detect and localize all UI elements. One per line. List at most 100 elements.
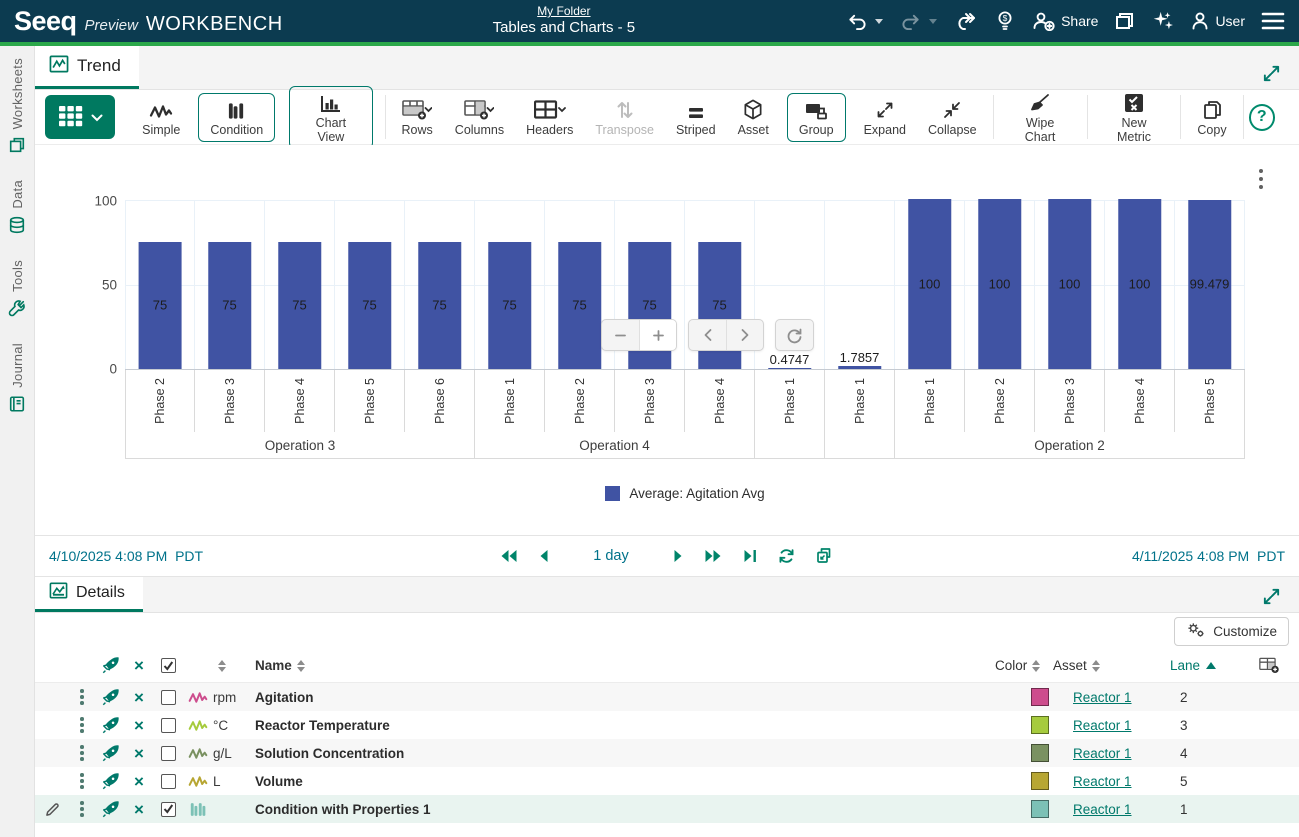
hamburger-menu-button[interactable] (1261, 12, 1285, 30)
send-to-trend-button[interactable] (95, 772, 125, 790)
step-back-half-icon[interactable] (536, 546, 552, 566)
item-name[interactable]: Condition with Properties 1 (255, 801, 431, 817)
bar[interactable]: 100 (977, 199, 1022, 369)
item-name[interactable]: Solution Concentration (255, 745, 405, 761)
undo-button[interactable] (845, 12, 884, 31)
bar[interactable]: 75 (487, 241, 532, 369)
row-checkbox[interactable] (153, 689, 183, 705)
share-button[interactable]: Share (1031, 11, 1098, 31)
add-column-button[interactable] (1233, 657, 1299, 675)
detail-row[interactable]: × L Volume Reactor 1 5 (35, 767, 1299, 795)
sort-unit-header[interactable] (213, 659, 255, 672)
bar[interactable]: 100 (907, 199, 952, 369)
refresh-icon[interactable] (775, 545, 798, 567)
row-checkbox[interactable] (153, 773, 183, 789)
toolbar-simple-button[interactable]: Simple (140, 94, 182, 141)
bar[interactable]: 75 (557, 241, 602, 369)
asset-link[interactable]: Reactor 1 (1073, 689, 1132, 705)
breadcrumb[interactable]: My Folder (537, 4, 591, 19)
row-menu-button[interactable] (69, 798, 95, 820)
toolbar-condition-button[interactable]: Condition (198, 92, 276, 142)
toolbar-columns-button[interactable]: Columns (453, 94, 506, 141)
row-checkbox[interactable] (153, 745, 183, 761)
bar[interactable]: 99.479 (1187, 199, 1232, 369)
pan-right-button[interactable] (726, 320, 763, 350)
toolbar-wipe-chart-button[interactable]: Wipe Chart (1008, 87, 1073, 148)
toolbar-collapse-button[interactable]: Collapse (926, 94, 979, 141)
bar[interactable] (767, 368, 812, 369)
row-menu-button[interactable] (69, 686, 95, 708)
remove-item-button[interactable]: × (134, 771, 144, 791)
toolbar-rows-button[interactable]: Rows (400, 94, 435, 141)
expand-details-panel-icon[interactable] (1256, 581, 1287, 612)
tab-details[interactable]: Details (35, 577, 143, 612)
step-forward-half-icon[interactable] (670, 546, 686, 566)
forward-button[interactable] (953, 11, 979, 31)
send-to-trend-button[interactable] (95, 800, 125, 818)
item-name[interactable]: Volume (255, 773, 303, 789)
bar[interactable] (837, 365, 882, 369)
remove-item-button[interactable]: × (134, 799, 144, 819)
send-to-trend-button[interactable] (95, 688, 125, 706)
duration-label[interactable]: 1 day (593, 548, 629, 564)
sidebar-item-data[interactable]: Data (8, 180, 26, 234)
color-picker[interactable] (995, 744, 1053, 762)
step-forward-full-icon[interactable] (701, 546, 725, 566)
ai-assistant-button[interactable] (1151, 10, 1174, 32)
chart-legend[interactable]: Average: Agitation Avg (125, 486, 1245, 501)
bar[interactable]: 75 (138, 241, 182, 369)
remove-item-button[interactable]: × (134, 715, 144, 735)
bar[interactable]: 75 (277, 241, 322, 369)
bar[interactable]: 75 (347, 241, 392, 369)
sort-lane-header[interactable]: Lane (1148, 658, 1233, 673)
sidebar-item-worksheets[interactable]: Worksheets (8, 58, 26, 154)
asset-link[interactable]: Reactor 1 (1073, 773, 1132, 789)
sidebar-item-journal[interactable]: Journal (8, 343, 26, 413)
color-picker[interactable] (995, 800, 1053, 818)
detail-row[interactable]: × °C Reactor Temperature Reactor 1 3 (35, 711, 1299, 739)
tab-trend[interactable]: Trend (35, 46, 139, 89)
color-picker[interactable] (995, 716, 1053, 734)
remove-all-column-header[interactable]: × (134, 656, 144, 675)
edit-cell[interactable] (35, 802, 69, 817)
color-picker[interactable] (995, 772, 1053, 790)
row-checkbox[interactable] (153, 801, 183, 817)
select-all-checkbox[interactable] (153, 658, 183, 673)
detail-row[interactable]: × rpm Agitation Reactor 1 2 (35, 683, 1299, 711)
send-to-trend-column-header[interactable] (95, 657, 125, 674)
customize-button[interactable]: Customize (1174, 616, 1289, 646)
detail-row[interactable]: × g/L Solution Concentration Reactor 1 4 (35, 739, 1299, 767)
asset-link[interactable]: Reactor 1 (1073, 717, 1132, 733)
asset-link[interactable]: Reactor 1 (1073, 745, 1132, 761)
toolbar-group-button[interactable]: Group (786, 92, 846, 142)
remove-item-button[interactable]: × (134, 743, 144, 763)
color-picker[interactable] (995, 688, 1053, 706)
zoom-in-button[interactable] (639, 320, 676, 350)
bar[interactable]: 75 (417, 241, 462, 369)
toolbar-expand-button[interactable]: Expand (862, 94, 908, 141)
zoom-out-button[interactable] (602, 320, 639, 350)
bar[interactable]: 75 (207, 241, 252, 369)
asset-link[interactable]: Reactor 1 (1073, 801, 1132, 817)
sort-asset-header[interactable]: Asset (1053, 658, 1148, 673)
row-checkbox[interactable] (153, 717, 183, 733)
user-menu-button[interactable]: User (1190, 11, 1245, 31)
table-type-dropdown[interactable] (45, 95, 116, 139)
redo-button[interactable] (899, 12, 938, 31)
chart-menu-button[interactable] (1255, 165, 1267, 193)
sidebar-item-tools[interactable]: Tools (8, 260, 26, 317)
toolbar-asset-button[interactable]: Asset (736, 94, 771, 141)
toolbar-chart-view-button[interactable]: Chart View (289, 85, 373, 149)
item-name[interactable]: Agitation (255, 689, 314, 705)
toolbar-transpose-button[interactable]: Transpose (593, 94, 656, 141)
step-to-now-icon[interactable] (740, 546, 760, 566)
toolbar-copy-button[interactable]: Copy (1195, 94, 1228, 141)
toolbar-headers-button[interactable]: Headers (524, 94, 575, 141)
pan-left-button[interactable] (689, 320, 726, 350)
worksheet-organizer-button[interactable] (1114, 11, 1135, 31)
step-back-full-icon[interactable] (497, 546, 521, 566)
sort-color-header[interactable]: Color (995, 658, 1053, 673)
toolbar-striped-button[interactable]: Striped (674, 94, 718, 141)
sort-name-header[interactable]: Name (255, 658, 995, 673)
range-end[interactable]: 4/11/2025 4:08 PM PDT (1131, 548, 1285, 564)
